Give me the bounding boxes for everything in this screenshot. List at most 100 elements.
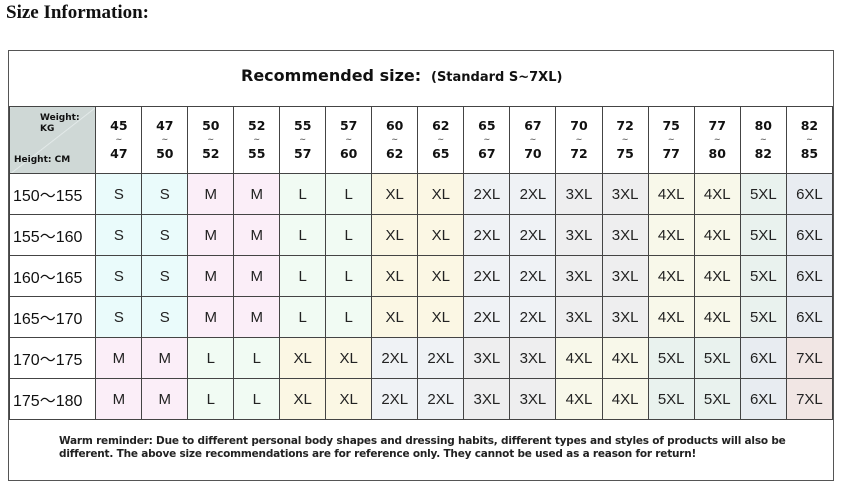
warm-reminder: Warm reminder: Due to different personal… bbox=[59, 435, 786, 460]
weight-from: 82 bbox=[800, 118, 819, 133]
range-tilde: ~ bbox=[667, 135, 675, 144]
size-cell: XL bbox=[371, 296, 419, 338]
size-cell: M bbox=[95, 337, 143, 379]
size-cell: L bbox=[279, 255, 327, 297]
height-range-cell: 165～170 bbox=[8, 296, 97, 338]
weight-range-cell: 77 ~80 bbox=[693, 106, 741, 174]
range-tilde: ~ bbox=[161, 135, 169, 144]
size-cell: S bbox=[95, 255, 143, 297]
range-tilde: ~ bbox=[253, 135, 261, 144]
range-tilde: ~ bbox=[437, 135, 445, 144]
size-cell: 5XL bbox=[739, 214, 787, 256]
size-cell: 2XL bbox=[371, 337, 419, 379]
size-cell: L bbox=[279, 214, 327, 256]
weight-range-cell: 75 ~77 bbox=[647, 106, 695, 174]
size-cell: XL bbox=[417, 296, 465, 338]
range-tilde: ~ bbox=[299, 135, 307, 144]
weight-from: 60 bbox=[385, 118, 404, 133]
weight-from: 50 bbox=[202, 118, 220, 133]
size-cell: 2XL bbox=[417, 378, 465, 420]
weight-to: 57 bbox=[294, 146, 312, 161]
weight-to: 82 bbox=[754, 146, 773, 161]
size-chart: Recommended size: (Standard S~7XL) Weigh… bbox=[8, 50, 834, 481]
weight-from: 62 bbox=[432, 118, 450, 133]
size-cell: 6XL bbox=[739, 378, 787, 420]
chart-title: Recommended size: bbox=[241, 66, 422, 85]
size-cell: 4XL bbox=[647, 214, 695, 256]
size-cell: 3XL bbox=[463, 337, 511, 379]
size-cell: S bbox=[141, 173, 189, 215]
range-tilde: ~ bbox=[621, 135, 629, 144]
title-row: Recommended size: (Standard S~7XL) bbox=[9, 51, 833, 107]
size-cell: 3XL bbox=[555, 173, 603, 215]
size-cell: M bbox=[187, 255, 235, 297]
table-row: 175～180 M M L L XL XL 2XL 2XL 3XL 3XL 4XL 4XL 5XL 5XL 6… bbox=[8, 378, 834, 420]
height-range-cell: 160～165 bbox=[8, 255, 97, 297]
weight-range-cell: 60 ~62 bbox=[371, 106, 419, 174]
size-cell: 3XL bbox=[601, 214, 649, 256]
size-cell: L bbox=[187, 378, 235, 420]
weight-to: 62 bbox=[385, 146, 404, 161]
size-cell: 4XL bbox=[647, 173, 695, 215]
height-range-cell: 170～175 bbox=[8, 337, 97, 379]
size-cell: L bbox=[325, 173, 373, 215]
range-tilde: ~ bbox=[529, 135, 537, 144]
size-cell: S bbox=[95, 173, 143, 215]
corner-cell: Weight: KG Height: CM bbox=[8, 106, 97, 174]
size-cell: 4XL bbox=[693, 296, 741, 338]
weight-from: 47 bbox=[156, 118, 174, 133]
weight-to: 67 bbox=[478, 146, 496, 161]
size-cell: 2XL bbox=[509, 255, 557, 297]
size-cell: M bbox=[233, 214, 281, 256]
weight-to: 55 bbox=[248, 146, 266, 161]
size-cell: 4XL bbox=[601, 337, 649, 379]
size-cell: XL bbox=[371, 173, 419, 215]
size-cell: 5XL bbox=[693, 337, 741, 379]
size-cell: S bbox=[141, 214, 189, 256]
weight-from: 77 bbox=[708, 118, 726, 133]
weight-range-cell: 57 ~60 bbox=[325, 106, 373, 174]
size-cell: 4XL bbox=[601, 378, 649, 420]
weight-from: 80 bbox=[754, 118, 773, 133]
size-cell: L bbox=[187, 337, 235, 379]
weight-from: 67 bbox=[524, 118, 542, 133]
weight-from: 75 bbox=[662, 118, 680, 133]
size-cell: 4XL bbox=[693, 214, 741, 256]
table-row: 160～165 S S M M L L XL XL 2XL 2XL 3XL 3XL 4XL 4XL 5XL 6X… bbox=[8, 255, 834, 297]
range-tilde: ~ bbox=[207, 135, 215, 144]
size-cell: M bbox=[233, 173, 281, 215]
size-cell: 3XL bbox=[601, 173, 649, 215]
weight-from: 57 bbox=[339, 118, 358, 133]
weight-from: 65 bbox=[478, 118, 496, 133]
footer: Warm reminder: Due to different personal… bbox=[9, 421, 833, 481]
size-cell: 2XL bbox=[463, 173, 511, 215]
weight-to: 52 bbox=[202, 146, 220, 161]
size-cell: S bbox=[95, 296, 143, 338]
weight-range-cell: 52 ~55 bbox=[233, 106, 281, 174]
page-heading: Size Information: bbox=[6, 2, 150, 23]
weight-range-cell: 80 ~82 bbox=[739, 106, 787, 174]
size-cell: M bbox=[141, 378, 189, 420]
table-row: 170～175 M M L L XL XL 2XL 2XL 3XL 3XL 4XL 4XL 5XL 5XL 6… bbox=[8, 337, 834, 379]
weight-to: 70 bbox=[524, 146, 542, 161]
size-cell: 6XL bbox=[739, 337, 787, 379]
size-cell: L bbox=[233, 378, 281, 420]
size-cell: 6XL bbox=[785, 255, 834, 297]
size-cell: 4XL bbox=[555, 337, 603, 379]
size-cell: XL bbox=[371, 214, 419, 256]
size-cell: M bbox=[187, 173, 235, 215]
weight-range-cell: 67 ~70 bbox=[509, 106, 557, 174]
height-range-cell: 175～180 bbox=[8, 378, 97, 420]
size-cell: 5XL bbox=[693, 378, 741, 420]
range-tilde: ~ bbox=[391, 135, 399, 144]
size-cell: M bbox=[233, 296, 281, 338]
size-cell: 4XL bbox=[693, 173, 741, 215]
size-cell: S bbox=[141, 255, 189, 297]
size-cell: 5XL bbox=[647, 378, 695, 420]
size-cell: XL bbox=[417, 173, 465, 215]
size-cell: 3XL bbox=[601, 296, 649, 338]
size-cell: M bbox=[187, 296, 235, 338]
size-cell: M bbox=[141, 337, 189, 379]
size-cell: XL bbox=[279, 378, 327, 420]
size-cell: XL bbox=[325, 337, 373, 379]
